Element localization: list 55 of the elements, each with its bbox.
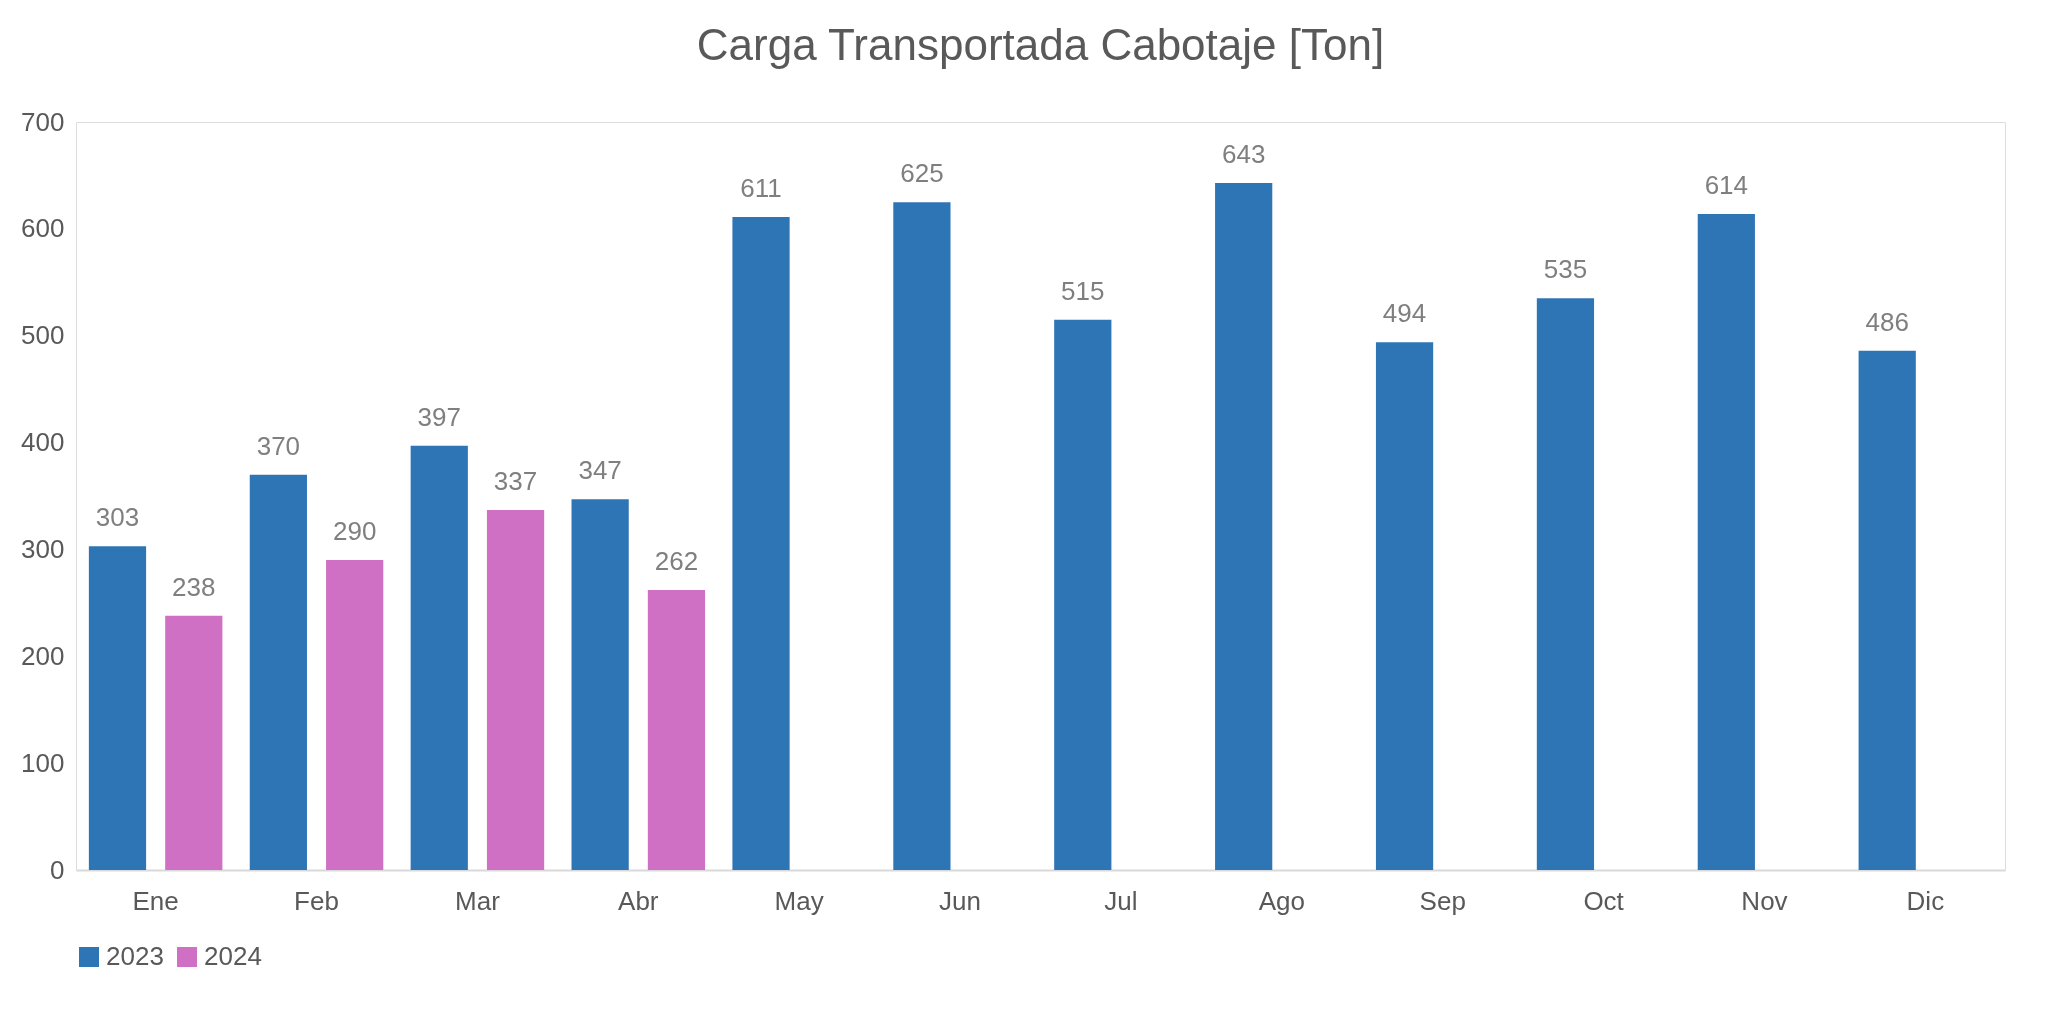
legend-label: 2023 [106,941,164,971]
bar [88,546,147,870]
data-label: 303 [95,502,140,533]
y-tick-label: 100 [21,747,65,778]
data-label: 337 [493,465,538,496]
data-label: 611 [740,173,782,204]
bar [1054,319,1112,870]
bar [486,509,545,870]
data-label: 515 [1061,275,1105,306]
data-label: 625 [900,158,944,189]
data-label: 397 [417,401,461,432]
bar [326,560,384,870]
data-label: 643 [1221,138,1266,169]
bar [732,217,790,870]
y-tick-label: 700 [21,106,65,137]
data-label: 290 [332,516,377,547]
bar [1375,342,1434,870]
x-tick-label: May [774,885,824,916]
data-label: 347 [578,455,622,486]
y-tick-label: 500 [21,320,65,351]
x-tick-label: Feb [294,885,339,916]
x-tick-label: Ene [132,885,179,916]
data-label: 262 [654,546,699,577]
bar [1215,182,1273,870]
data-label: 238 [172,571,216,602]
x-tick-label: Mar [455,885,501,916]
data-label: 494 [1382,298,1427,329]
y-tick-label: 0 [50,854,65,885]
x-tick-label: Jul [1104,885,1138,916]
bar [1697,213,1755,870]
bar [1858,350,1916,870]
x-tick-label: Oct [1583,885,1625,916]
chart-title: Carga Transportada Cabotaje [Ton] [696,20,1385,69]
data-label: 614 [1704,169,1749,200]
x-tick-label: Dic [1906,885,1945,916]
x-tick-label: Sep [1419,885,1466,916]
bar [571,499,629,870]
bar [249,474,307,870]
bar [647,590,706,870]
y-tick-label: 200 [21,640,65,671]
x-tick-label: Nov [1741,885,1788,916]
bar [165,615,223,870]
bar [410,445,468,870]
x-tick-label: Ago [1258,885,1305,916]
y-tick-label: 600 [21,213,65,244]
bar [1536,298,1595,870]
x-tick-label: Jun [939,885,982,916]
legend-label: 2024 [204,941,262,971]
data-label: 486 [1865,306,1909,337]
y-tick-label: 400 [21,427,65,458]
data-label: 370 [256,430,301,461]
y-tick-label: 300 [21,533,65,564]
data-label: 535 [1543,254,1588,285]
bar [893,202,951,870]
x-tick-label: Abr [618,885,659,916]
